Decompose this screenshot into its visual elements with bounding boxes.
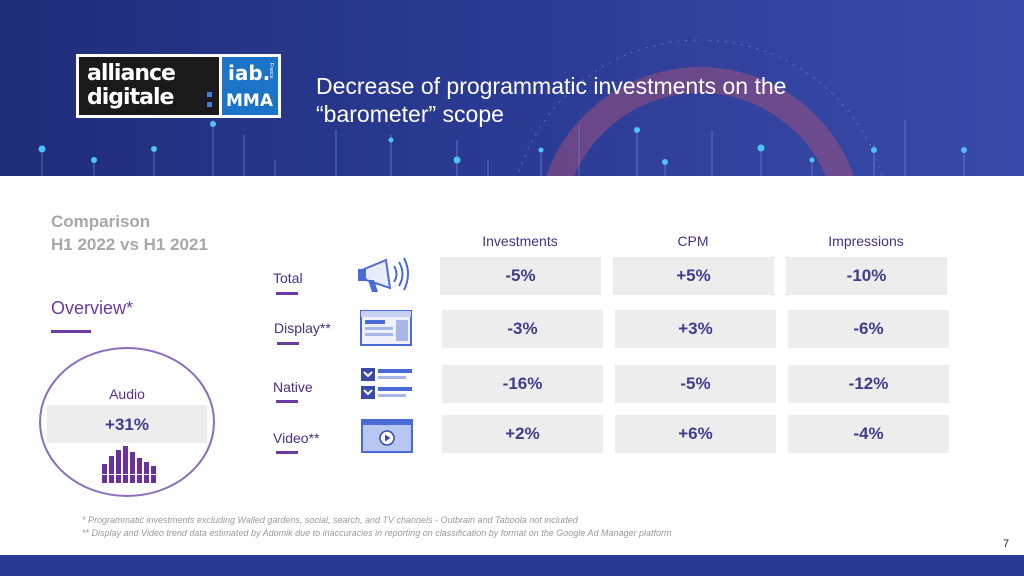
row-label-native: Native	[273, 379, 313, 395]
cell-native-impressions: -12%	[788, 365, 949, 403]
row-underline	[276, 451, 298, 454]
cell-display-impressions: -6%	[788, 310, 949, 348]
row-label-display: Display**	[274, 320, 331, 336]
audio-value-box	[47, 405, 207, 443]
alliance-digitale-logo: alliance digitale	[79, 57, 219, 115]
row-underline	[277, 342, 299, 345]
cell-video-cpm: +6%	[615, 415, 776, 453]
audio-value: +31%	[105, 415, 149, 434]
cell-display-investments: -3%	[442, 310, 603, 348]
footnote-2: ** Display and Video trend data estimate…	[82, 528, 672, 538]
header-decoration	[38, 39, 967, 176]
column-header-investments: Investments	[482, 233, 558, 249]
comparison-heading: Comparison H1 2022 vs H1 2021	[51, 210, 208, 256]
cell-video-investments: +2%	[442, 415, 603, 453]
display-ad-icon	[360, 310, 412, 346]
cell-total-impressions: -10%	[786, 257, 947, 295]
cell-native-cpm: -5%	[615, 365, 776, 403]
row-label-video: Video**	[273, 430, 320, 446]
iab-mma-logo: iab. France MMA	[222, 57, 278, 115]
alliance-digitale-iab-mma-logo: alliance digitale iab. France MMA	[76, 54, 281, 118]
column-header-impressions: Impressions	[828, 233, 904, 249]
footer-bar	[0, 555, 1024, 576]
overview-label: Overview*	[51, 298, 134, 318]
row-underline	[276, 292, 298, 295]
audio-circle	[39, 347, 215, 497]
cell-total-investments: -5%	[440, 257, 601, 295]
audio-label: Audio	[109, 386, 145, 402]
megaphone-icon	[358, 257, 409, 292]
cell-display-cpm: +3%	[615, 310, 776, 348]
comparison-line-1: Comparison	[51, 212, 151, 231]
equalizer-icon	[102, 446, 158, 483]
column-header-cpm: CPM	[677, 233, 709, 249]
native-list-icon	[361, 368, 412, 399]
row-underline	[276, 400, 298, 403]
cell-total-cpm: +5%	[613, 257, 774, 295]
header-banner: alliance digitale iab. France MMA Decrea…	[0, 0, 1024, 176]
comparison-line-2: H1 2022 vs H1 2021	[51, 235, 208, 254]
cell-video-impressions: -4%	[788, 415, 949, 453]
overview-underline	[51, 330, 91, 333]
video-play-icon	[361, 419, 413, 453]
slide-title: Decrease of programmatic investments on …	[316, 73, 787, 127]
row-label-total: Total	[273, 270, 303, 286]
footnote-1: * Programmatic investments excluding Wal…	[82, 515, 578, 525]
page-number: 7	[1003, 538, 1010, 550]
cell-native-investments: -16%	[442, 365, 603, 403]
